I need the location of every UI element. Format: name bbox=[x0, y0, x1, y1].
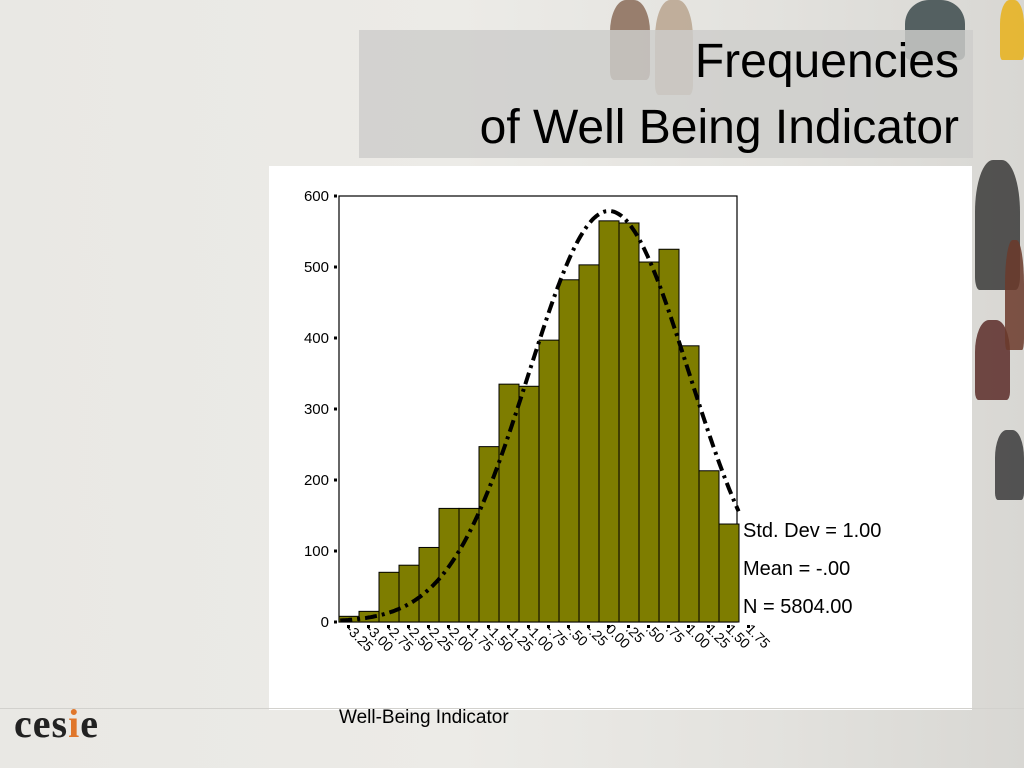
x-tick-mark bbox=[407, 625, 410, 628]
histogram-bar bbox=[698, 470, 720, 623]
slide-title-line-2: of Well Being Indicator bbox=[479, 101, 959, 154]
logo-text-1: ces bbox=[14, 701, 69, 746]
histogram-bar bbox=[498, 383, 520, 623]
x-tick-mark bbox=[547, 625, 550, 628]
background-photo-person bbox=[975, 320, 1010, 400]
histogram-bar bbox=[538, 339, 560, 623]
y-tick-mark bbox=[334, 194, 337, 198]
x-axis-label: Well-Being Indicator bbox=[339, 707, 509, 728]
logo-text-2: e bbox=[80, 701, 99, 746]
logo-text-accent: i bbox=[68, 701, 81, 746]
x-tick-mark bbox=[727, 625, 730, 628]
y-tick-label: 300 bbox=[304, 401, 329, 418]
y-tick-label: 600 bbox=[304, 188, 329, 205]
mean-label: Mean = -.00 bbox=[743, 558, 851, 580]
x-tick-mark bbox=[367, 625, 370, 628]
n-label: N = 5804.00 bbox=[743, 596, 853, 618]
y-tick-label: 200 bbox=[304, 472, 329, 489]
y-tick-label: 400 bbox=[304, 330, 329, 347]
histogram-bar bbox=[518, 385, 540, 623]
histogram-bar bbox=[558, 279, 580, 623]
histogram-bar bbox=[578, 264, 600, 623]
x-tick-mark bbox=[607, 625, 610, 628]
x-tick-mark bbox=[527, 625, 530, 628]
x-tick-mark bbox=[747, 625, 750, 628]
y-tick-mark bbox=[334, 265, 337, 269]
x-tick-mark bbox=[347, 625, 350, 628]
x-tick-mark bbox=[687, 625, 690, 628]
y-tick-mark bbox=[334, 478, 337, 482]
x-tick-mark bbox=[707, 625, 710, 628]
background-photo-person bbox=[995, 430, 1024, 500]
x-tick-mark bbox=[647, 625, 650, 628]
x-tick-mark bbox=[387, 625, 390, 628]
histogram-bar bbox=[458, 507, 480, 623]
chart-svg: 0100200300400500600-3.25-3.00-2.75-2.50-… bbox=[304, 188, 774, 655]
x-tick-mark bbox=[427, 625, 430, 628]
y-tick-mark bbox=[334, 336, 337, 340]
histogram-bar bbox=[658, 248, 680, 623]
y-tick-label: 500 bbox=[304, 259, 329, 276]
histogram-bar bbox=[638, 261, 660, 623]
normal-curve-overlay bbox=[340, 208, 741, 623]
y-tick-label: 100 bbox=[304, 543, 329, 560]
footer-divider bbox=[0, 708, 1024, 709]
histogram-bar bbox=[398, 564, 420, 623]
background-photo-person bbox=[1005, 240, 1024, 350]
histogram-bar bbox=[618, 222, 640, 623]
x-tick-mark bbox=[487, 625, 490, 628]
histogram-chart: 0 100 200 300 400 500 600 -3.25 -3.00 -2.75 -2.50-… bbox=[269, 166, 972, 728]
x-tick-mark bbox=[467, 625, 470, 628]
histogram-bar bbox=[598, 220, 620, 623]
x-tick-mark bbox=[507, 625, 510, 628]
background-photo-person bbox=[1000, 0, 1024, 60]
histogram-bar bbox=[678, 345, 700, 623]
x-tick-mark bbox=[567, 625, 570, 628]
y-tick-mark bbox=[334, 549, 337, 553]
y-tick-mark bbox=[334, 620, 337, 624]
y-tick-label: 0 bbox=[321, 614, 329, 631]
slide-title-line-1: Frequencies bbox=[694, 35, 959, 88]
x-tick-mark bbox=[587, 625, 590, 628]
std-dev-label: Std. Dev = 1.00 bbox=[743, 520, 882, 542]
cesiie-logo: cesie bbox=[14, 700, 99, 747]
x-tick-mark bbox=[447, 625, 450, 628]
x-tick-mark bbox=[667, 625, 670, 628]
y-tick-mark bbox=[334, 407, 337, 411]
histogram-bar bbox=[718, 523, 740, 623]
title-box: Frequencies of Well Being Indicator bbox=[359, 30, 973, 158]
x-tick-mark bbox=[627, 625, 630, 628]
